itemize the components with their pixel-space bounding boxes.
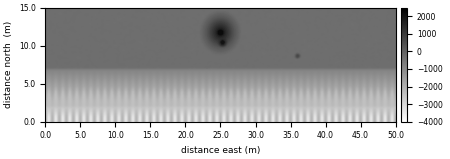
Y-axis label: distance north  (m): distance north (m)	[4, 21, 13, 108]
X-axis label: distance east (m): distance east (m)	[181, 146, 260, 155]
